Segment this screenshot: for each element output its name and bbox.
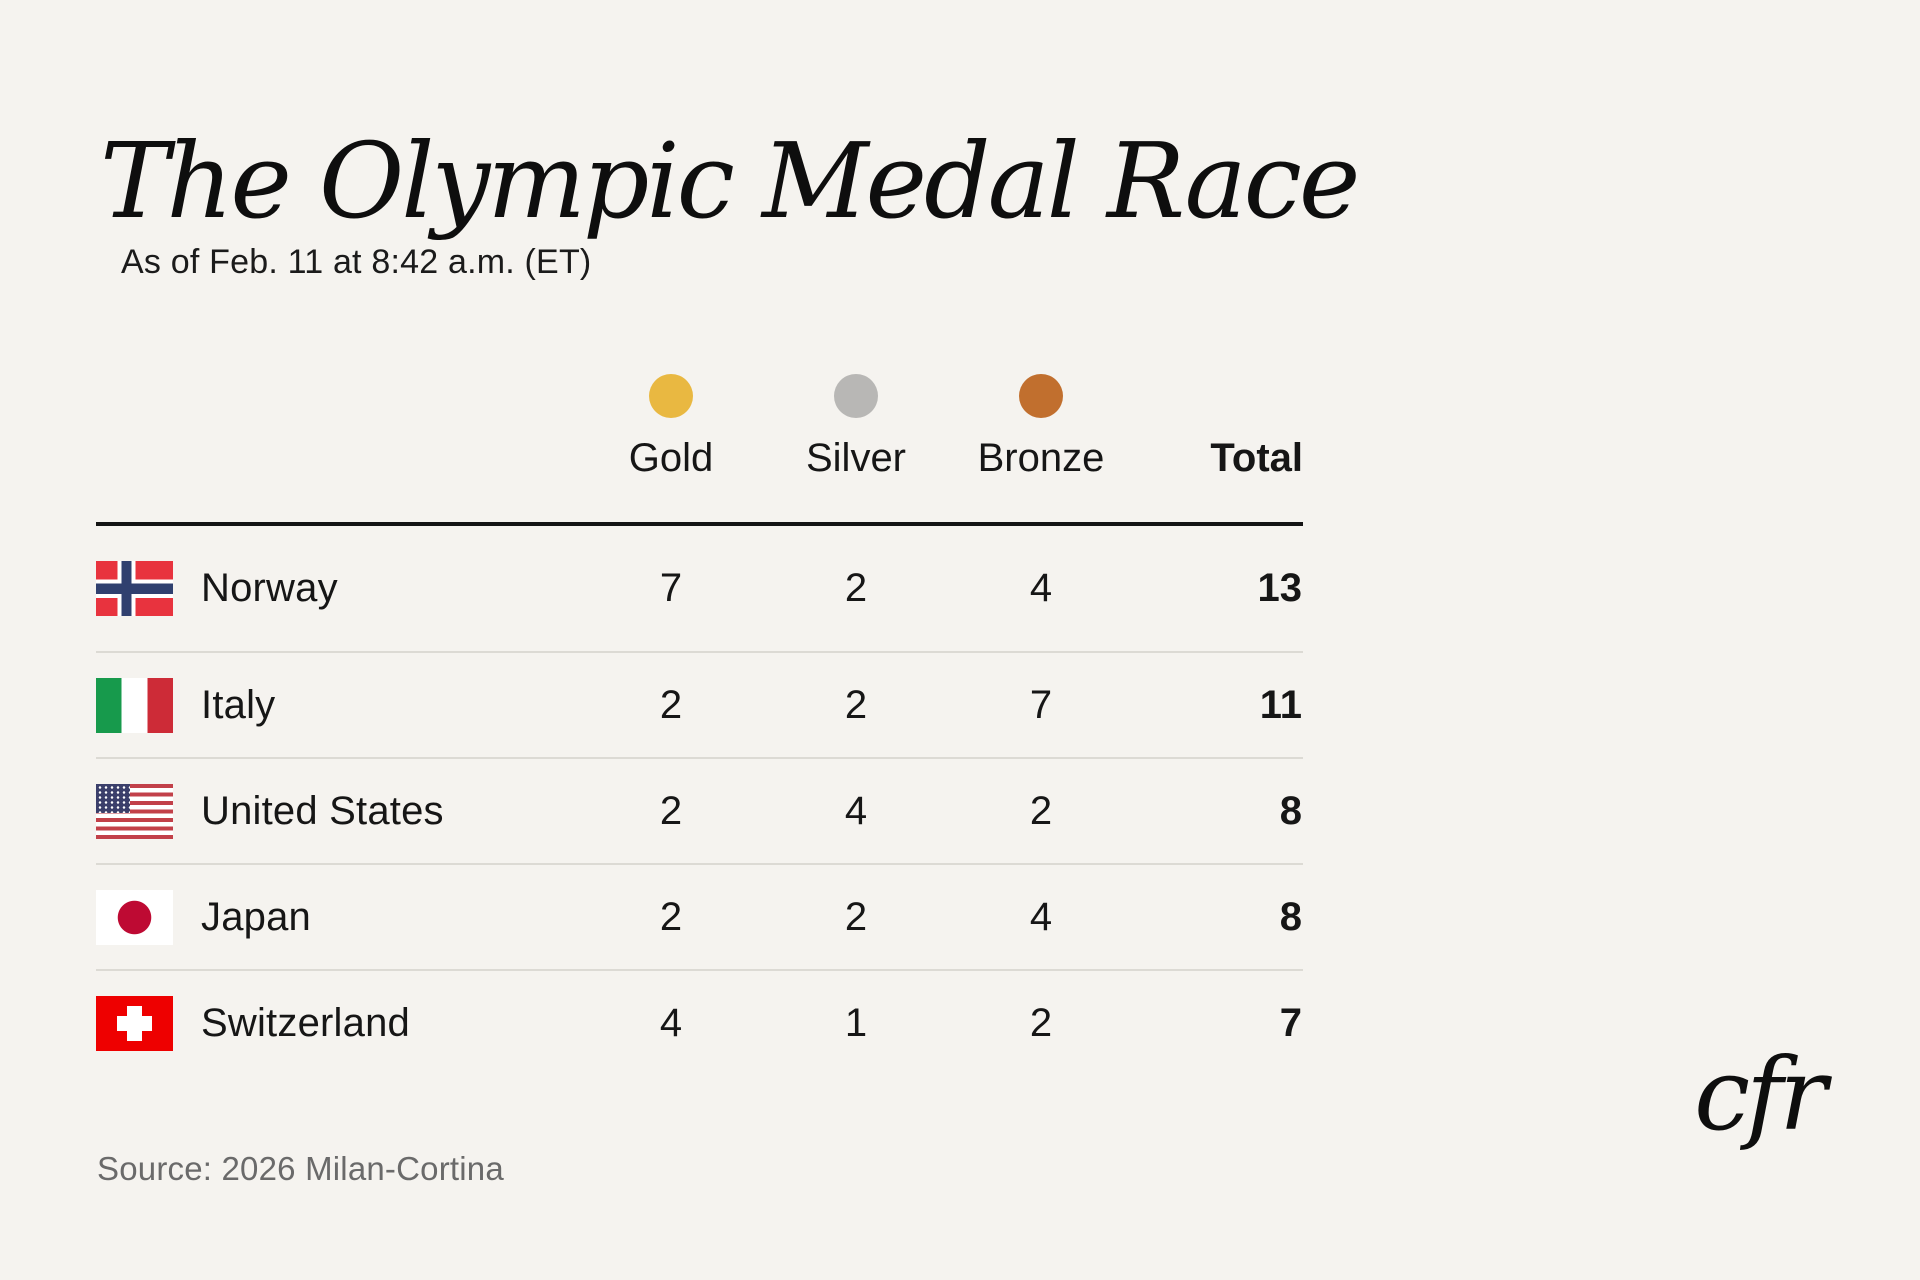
switzerland-flag-icon: [96, 996, 173, 1051]
country-name: Norway: [201, 566, 338, 610]
table-row-norway: Norway 7 2 4 13: [96, 524, 1303, 652]
total-count: 7: [1136, 969, 1303, 1076]
silver-count: 2: [766, 651, 946, 758]
japan-flag-icon: [96, 889, 173, 945]
cfr-logo: cfr: [1694, 1036, 1827, 1153]
gold-medal-dot-icon: [649, 374, 693, 418]
gold-count: 2: [576, 863, 766, 970]
table-row-japan: Japan 2 2 4 8: [96, 863, 1303, 970]
column-header-total: Total: [1136, 368, 1303, 526]
united-states-flag-icon: [96, 783, 173, 839]
table-row-united-states: United States 2 4 2 8: [96, 757, 1303, 864]
total-column-label: Total: [1210, 436, 1303, 480]
gold-count: 7: [659, 566, 683, 610]
silver-medal-dot-icon: [834, 374, 878, 418]
timestamp-subtitle: As of Feb. 11 at 8:42 a.m. (ET): [121, 243, 592, 281]
silver-count: 1: [766, 969, 946, 1076]
table-header: Gold Silver Bronze Total: [96, 368, 1303, 526]
bronze-medal-dot-icon: [1019, 374, 1063, 418]
country-cell: United States: [96, 757, 576, 864]
silver-count: 4: [766, 757, 946, 864]
country-cell: Switzerland: [96, 969, 576, 1076]
country-cell: Italy: [96, 651, 576, 758]
total-count: 8: [1136, 863, 1303, 970]
silver-count: 2: [844, 566, 868, 610]
country-name: Switzerland: [201, 1001, 410, 1045]
table-row-switzerland: Switzerland 4 1 2 7: [96, 969, 1303, 1076]
gold-column-label: Gold: [628, 436, 714, 480]
silver-column-label: Silver: [805, 436, 907, 480]
medal-table: Gold Silver Bronze Total: [96, 368, 1303, 1076]
country-name: Japan: [201, 894, 311, 939]
total-count: 11: [1136, 651, 1303, 758]
table-row-italy: Italy 2 2 7 11: [96, 651, 1303, 758]
bronze-count: 7: [946, 651, 1136, 758]
bronze-column-label: Bronze: [977, 436, 1105, 480]
country-column-header: [96, 368, 576, 526]
italy-flag-icon: [96, 677, 173, 733]
country-cell: Norway: [96, 524, 576, 652]
silver-count: 2: [766, 863, 946, 970]
column-header-gold: Gold: [576, 368, 766, 526]
source-note: Source: 2026 Milan-Cortina: [97, 1150, 504, 1187]
bronze-count: 4: [1029, 566, 1053, 610]
bronze-count: 2: [946, 969, 1136, 1076]
norway-flag-icon: [96, 561, 173, 616]
total-count: 8: [1136, 757, 1303, 864]
bronze-count: 2: [946, 757, 1136, 864]
total-count: 13: [1257, 566, 1303, 610]
country-name: Italy: [201, 682, 276, 727]
gold-count: 2: [576, 651, 766, 758]
column-header-silver: Silver: [766, 368, 946, 526]
gold-count: 4: [576, 969, 766, 1076]
bronze-count: 4: [946, 863, 1136, 970]
column-header-bronze: Bronze: [946, 368, 1136, 526]
country-cell: Japan: [96, 863, 576, 970]
gold-count: 2: [576, 757, 766, 864]
page-title: The Olympic Medal Race: [100, 119, 1360, 242]
country-name: United States: [201, 788, 444, 833]
